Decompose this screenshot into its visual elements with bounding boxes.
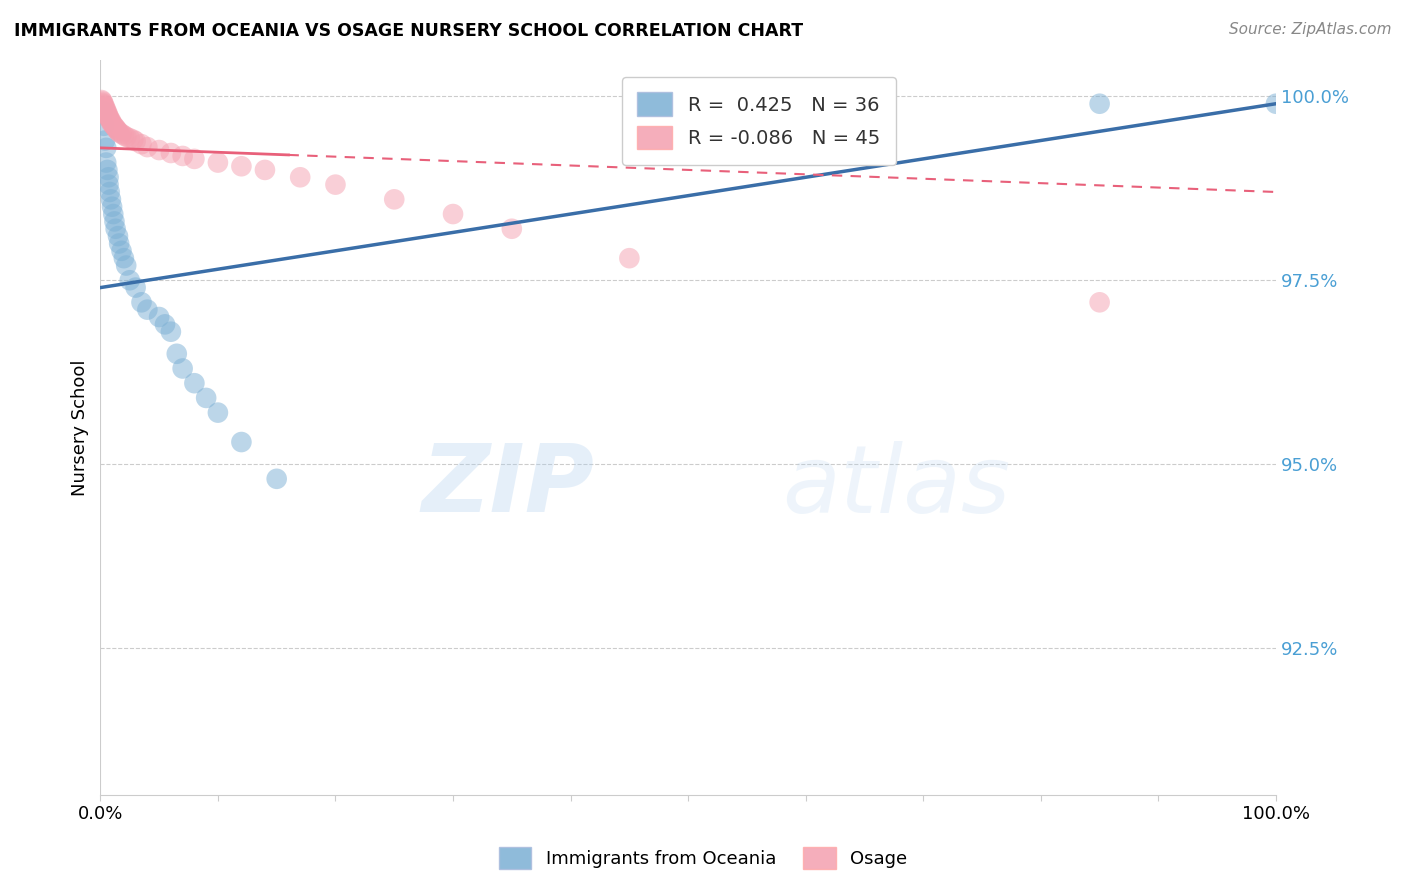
Point [96, 106, 118, 120]
Point [136, 302, 159, 317]
Point [96, 141, 118, 155]
Point [107, 229, 129, 244]
Point [115, 259, 138, 273]
Point [103, 207, 125, 221]
Point [96, 162, 118, 177]
Point [104, 221, 127, 235]
Point [153, 318, 176, 332]
Point [115, 129, 138, 144]
Point [1088, 295, 1111, 310]
Point [94, 134, 117, 148]
Point [97, 178, 120, 192]
Point [97, 111, 120, 125]
Point [91, 95, 114, 110]
Point [100, 115, 122, 129]
Point [619, 251, 641, 265]
Text: ZIP: ZIP [422, 440, 595, 533]
Point [96, 103, 118, 118]
Point [325, 178, 347, 192]
Point [101, 117, 124, 131]
Point [290, 170, 312, 185]
Point [97, 170, 120, 185]
Legend: R =  0.425   N = 36, R = -0.086   N = 45: R = 0.425 N = 36, R = -0.086 N = 45 [621, 77, 896, 165]
Point [108, 125, 131, 139]
Point [1088, 96, 1111, 111]
Point [103, 214, 125, 228]
Point [91, 104, 114, 119]
Point [172, 361, 194, 376]
Point [160, 325, 183, 339]
Point [148, 310, 170, 324]
Point [853, 96, 876, 111]
Point [131, 137, 153, 152]
Point [231, 435, 253, 450]
Point [195, 391, 218, 405]
Point [160, 146, 183, 161]
Point [172, 149, 194, 163]
Point [112, 128, 135, 143]
Point [93, 99, 115, 113]
Point [93, 97, 115, 112]
Point [231, 159, 253, 173]
Point [103, 120, 125, 134]
Point [96, 104, 118, 119]
Point [148, 143, 170, 157]
Point [207, 155, 229, 169]
Point [166, 347, 188, 361]
Point [122, 133, 145, 147]
Point [98, 185, 121, 199]
Point [108, 236, 131, 251]
Point [96, 155, 118, 169]
Point [382, 192, 405, 206]
Point [118, 273, 141, 287]
Point [124, 134, 146, 148]
Point [101, 200, 124, 214]
Point [131, 295, 153, 310]
Point [96, 108, 118, 122]
Point [107, 124, 129, 138]
Point [207, 406, 229, 420]
Text: Source: ZipAtlas.com: Source: ZipAtlas.com [1229, 22, 1392, 37]
Point [136, 140, 159, 154]
Point [501, 221, 523, 235]
Point [100, 113, 122, 128]
Point [105, 122, 128, 136]
Point [100, 192, 122, 206]
Point [1265, 96, 1288, 111]
Point [94, 102, 117, 116]
Point [118, 131, 141, 145]
Text: atlas: atlas [782, 441, 1011, 532]
Point [110, 127, 132, 141]
Point [93, 119, 115, 133]
Text: IMMIGRANTS FROM OCEANIA VS OSAGE NURSERY SCHOOL CORRELATION CHART: IMMIGRANTS FROM OCEANIA VS OSAGE NURSERY… [14, 22, 803, 40]
Point [183, 376, 205, 391]
Point [97, 109, 120, 123]
Legend: Immigrants from Oceania, Osage: Immigrants from Oceania, Osage [489, 838, 917, 879]
Point [441, 207, 464, 221]
Point [90, 93, 112, 107]
Point [104, 120, 127, 135]
Point [183, 152, 205, 166]
Point [253, 162, 276, 177]
Point [110, 244, 132, 258]
Point [91, 95, 114, 109]
Point [94, 100, 117, 114]
Point [112, 251, 135, 265]
Point [98, 112, 121, 127]
Point [266, 472, 288, 486]
Point [124, 280, 146, 294]
Point [103, 118, 125, 132]
Y-axis label: Nursery School: Nursery School [72, 359, 89, 496]
